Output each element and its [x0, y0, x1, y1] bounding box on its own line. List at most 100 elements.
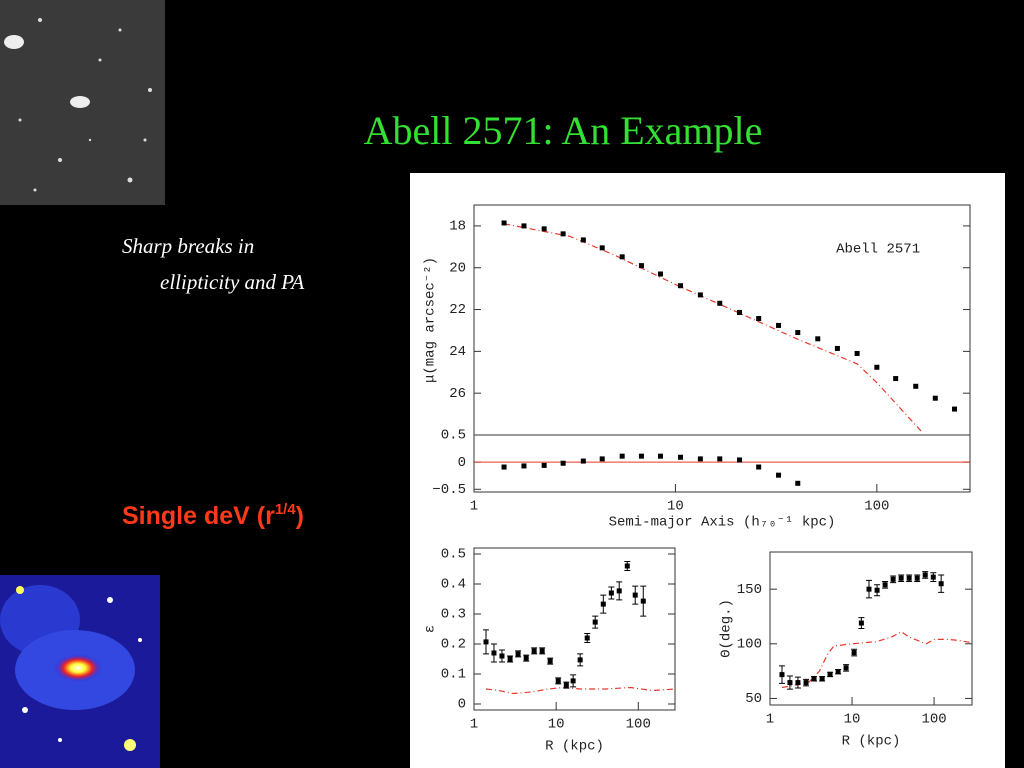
y-tick-label: 0.5 [441, 428, 466, 444]
plot-frame [473, 547, 676, 711]
y-tick-label: 20 [449, 260, 466, 276]
data-point [640, 598, 646, 604]
data-point [835, 669, 841, 675]
data-point [577, 657, 583, 663]
data-point [906, 575, 912, 581]
data-point [547, 658, 553, 664]
chart: 0 0.1 0.2 0.3 0.4 0.5 1 10 100 ε R (kpc) [423, 547, 676, 755]
callout: Single deV (r1/4) [122, 501, 304, 530]
plot-frame [473, 434, 971, 493]
data-point [795, 330, 801, 336]
data-point [815, 336, 821, 342]
data-point [657, 271, 663, 277]
data-point [619, 453, 625, 459]
x-tick-label: 10 [548, 717, 565, 733]
y-tick-label: 150 [737, 582, 762, 598]
data-point [854, 350, 860, 356]
data-point [717, 456, 723, 462]
data-point [541, 226, 547, 232]
data-point [697, 292, 703, 298]
x-tick-label: 10 [844, 712, 861, 728]
figure-panel [410, 173, 1005, 768]
data-point [555, 678, 561, 684]
bullet-line: Sharp breaks in [122, 234, 254, 258]
data-point [787, 680, 793, 686]
data-point [584, 635, 590, 641]
data-point [736, 457, 742, 463]
y-tick-label: 0.5 [441, 547, 466, 563]
data-point [819, 676, 825, 682]
x-tick-label: 10 [667, 499, 684, 515]
data-point [776, 472, 782, 478]
data-point [678, 283, 684, 289]
data-point [866, 586, 872, 592]
data-point [893, 376, 899, 382]
sky-photo [0, 0, 165, 205]
chart: 18 20 22 24 26 Abell 2571 μ(mag arcsec⁻²) [423, 204, 971, 436]
x-tick-label: 100 [921, 712, 946, 728]
xray-photo [0, 575, 160, 768]
data-point [515, 651, 521, 657]
data-point [874, 587, 880, 593]
data-point [697, 456, 703, 462]
y-tick-label: 0.3 [441, 607, 466, 623]
y-tick-label: −0.5 [432, 482, 466, 498]
y-tick-label: 18 [449, 219, 466, 235]
y-tick-label: 24 [449, 344, 466, 360]
data-point [756, 464, 762, 470]
fit-line [485, 686, 676, 695]
data-point [501, 464, 507, 470]
y-axis-label: ε [423, 625, 439, 633]
data-point [952, 406, 958, 412]
data-point [851, 650, 857, 656]
data-point [563, 682, 569, 688]
data-point [580, 237, 586, 243]
data-point [507, 656, 513, 662]
bullet-line: ellipticity and PA [160, 270, 304, 294]
x-tick-label: 1 [766, 712, 774, 728]
data-point [560, 460, 566, 466]
x-tick-label: 100 [626, 717, 651, 733]
data-point [539, 648, 545, 654]
x-axis-label: R (kpc) [842, 734, 901, 750]
data-point [858, 620, 864, 626]
data-point [930, 574, 936, 580]
x-axis-label: Semi-major Axis (h₇₀⁻¹ kpc) [609, 515, 836, 531]
data-point [632, 592, 638, 598]
fit-line [503, 223, 924, 434]
data-point [638, 263, 644, 269]
data-point [922, 572, 928, 578]
y-tick-label: 100 [737, 637, 762, 653]
data-point [736, 309, 742, 315]
y-tick-label: 0.4 [441, 577, 466, 593]
data-point [560, 231, 566, 237]
data-point [678, 454, 684, 460]
data-point [811, 676, 817, 682]
data-point [882, 582, 888, 588]
data-point [616, 588, 622, 594]
data-point [570, 678, 576, 684]
y-tick-label: 22 [449, 302, 466, 318]
y-tick-label: 0.2 [441, 637, 466, 653]
data-point [599, 456, 605, 462]
x-tick-label: 1 [470, 499, 478, 515]
data-point [756, 316, 762, 322]
callout-end: ) [296, 502, 304, 530]
data-point [499, 653, 505, 659]
y-tick-label: 0.1 [441, 667, 466, 683]
x-axis-label: R (kpc) [545, 739, 604, 755]
data-point [483, 639, 489, 645]
y-tick-label: 0 [458, 697, 466, 713]
data-point [717, 300, 723, 306]
slide-title: Abell 2571: An Example [364, 108, 763, 153]
data-point [541, 462, 547, 468]
callout-text: Single deV (r [122, 502, 275, 530]
data-point [938, 581, 944, 587]
data-point [657, 453, 663, 459]
y-tick-label: 0 [458, 455, 466, 471]
data-point [580, 458, 586, 464]
plot-frame [769, 551, 973, 706]
data-point [592, 619, 598, 625]
